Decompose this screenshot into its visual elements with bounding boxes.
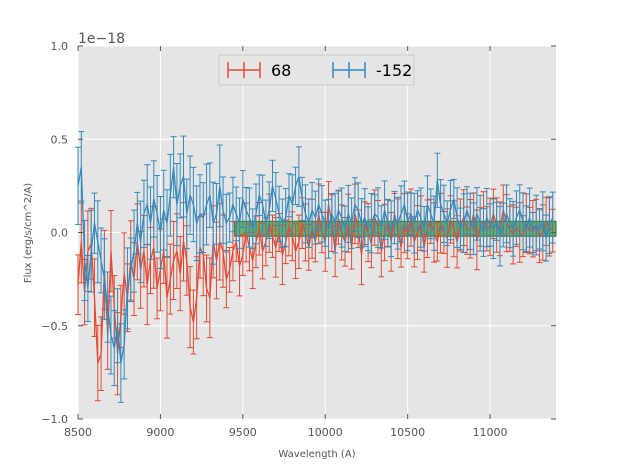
y-tick-label: −0.5	[41, 320, 68, 333]
y-axis-label: Flux (erg/s/cm^2/A)	[23, 183, 34, 283]
legend: 68 -152	[218, 54, 415, 86]
x-tick-label: 11000	[473, 426, 508, 439]
y-tick-label: 1.0	[51, 40, 69, 53]
y-offset-label: 1e−18	[78, 31, 125, 47]
legend-items: 68 -152	[227, 61, 412, 80]
legend-item: 68	[227, 61, 291, 80]
series-line	[77, 167, 554, 364]
x-tick-label: 9500	[229, 426, 257, 439]
y-tick-label: −1.0	[41, 413, 68, 426]
x-axis-label: Wavelength (A)	[278, 449, 355, 460]
series-layer	[75, 131, 556, 403]
x-tick-label: 8500	[64, 426, 92, 439]
y-tick-label: 0.0	[51, 227, 69, 240]
x-tick-label: 10000	[308, 426, 343, 439]
tick-layer: 8500 9000 9500 10000 10500 11000 −1.0 −0.5 0.0 0.…	[41, 40, 556, 439]
legend-item: -152	[332, 61, 412, 80]
legend-label: 68	[271, 61, 291, 80]
x-tick-label: 10500	[390, 426, 425, 439]
x-tick-label: 9000	[146, 426, 174, 439]
series--152	[75, 131, 556, 403]
y-tick-label: 0.5	[51, 133, 69, 146]
legend-label: -152	[376, 61, 412, 80]
